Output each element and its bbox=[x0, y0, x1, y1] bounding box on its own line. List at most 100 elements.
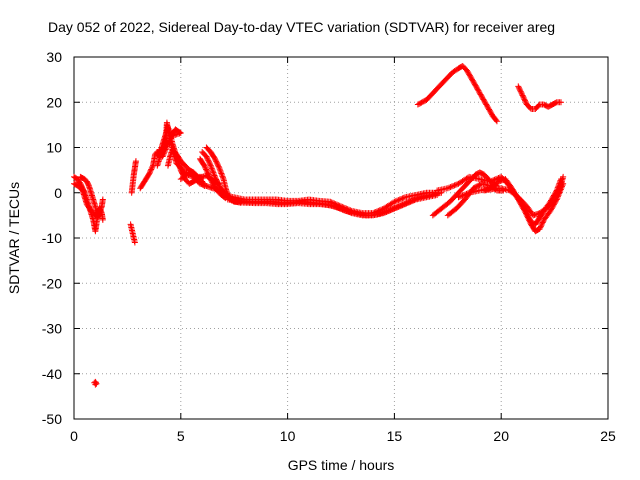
series-high-right bbox=[515, 83, 565, 113]
data-point bbox=[382, 209, 389, 216]
data-point bbox=[400, 201, 407, 208]
x-tick-labels: 0 5 10 15 20 25 bbox=[70, 428, 616, 444]
data-points bbox=[71, 63, 567, 388]
data-point bbox=[206, 160, 213, 167]
y-tick-label: 10 bbox=[46, 140, 62, 156]
data-point bbox=[538, 222, 545, 229]
data-point bbox=[209, 168, 216, 175]
data-point bbox=[448, 183, 455, 190]
data-point bbox=[492, 176, 499, 183]
data-point bbox=[210, 171, 217, 178]
data-point bbox=[481, 97, 488, 104]
data-point bbox=[396, 196, 403, 203]
data-point bbox=[92, 381, 99, 388]
data-point bbox=[346, 208, 353, 215]
data-point bbox=[548, 206, 555, 213]
data-point bbox=[450, 182, 457, 189]
data-point bbox=[446, 184, 453, 191]
data-point bbox=[392, 205, 399, 212]
data-point bbox=[206, 172, 213, 179]
data-point bbox=[522, 97, 529, 104]
data-point bbox=[526, 217, 533, 224]
data-point bbox=[491, 176, 498, 183]
data-point bbox=[201, 162, 208, 169]
data-point bbox=[131, 239, 138, 246]
data-point bbox=[148, 166, 155, 173]
data-point bbox=[522, 210, 529, 217]
data-point bbox=[455, 194, 462, 201]
data-point bbox=[208, 176, 215, 183]
data-point bbox=[537, 223, 544, 230]
data-point bbox=[526, 218, 533, 225]
data-point bbox=[458, 193, 465, 200]
data-point bbox=[488, 110, 495, 117]
data-point bbox=[216, 164, 223, 171]
data-point bbox=[211, 155, 218, 162]
data-point bbox=[469, 77, 476, 84]
data-point bbox=[213, 158, 220, 165]
data-point bbox=[395, 203, 402, 210]
data-point bbox=[210, 169, 217, 176]
y-tick-label: -30 bbox=[42, 321, 62, 337]
data-point bbox=[481, 98, 488, 105]
data-point bbox=[162, 147, 169, 154]
data-point bbox=[391, 198, 398, 205]
data-point bbox=[208, 165, 215, 172]
series-hump-scatter bbox=[156, 126, 184, 160]
data-point bbox=[480, 96, 487, 103]
chart-title: Day 052 of 2022, Sidereal Day-to-day VTE… bbox=[48, 19, 555, 35]
data-point bbox=[466, 72, 473, 79]
data-point bbox=[403, 200, 410, 207]
data-point bbox=[520, 206, 527, 213]
y-tick-label: 0 bbox=[54, 185, 62, 201]
data-point bbox=[211, 173, 218, 180]
data-point bbox=[214, 160, 221, 167]
data-point bbox=[451, 182, 458, 189]
data-point bbox=[219, 174, 226, 181]
data-point bbox=[475, 87, 482, 94]
data-point bbox=[560, 173, 567, 180]
data-point bbox=[471, 80, 478, 87]
data-point bbox=[522, 209, 529, 216]
data-point bbox=[204, 156, 211, 163]
data-point bbox=[347, 209, 354, 216]
data-point bbox=[399, 202, 406, 209]
y-tick-labels: -50 -40 -30 -20 -10 0 10 20 30 bbox=[42, 49, 62, 427]
data-point bbox=[521, 207, 528, 214]
data-point bbox=[477, 91, 484, 98]
data-point bbox=[558, 99, 565, 106]
data-point bbox=[522, 98, 529, 105]
data-point bbox=[519, 204, 526, 211]
data-point bbox=[536, 225, 543, 232]
data-point bbox=[338, 205, 344, 212]
data-point bbox=[549, 204, 556, 211]
data-point bbox=[406, 199, 413, 206]
grid bbox=[74, 57, 608, 419]
data-point bbox=[213, 177, 220, 184]
data-point bbox=[476, 90, 483, 97]
data-point bbox=[380, 210, 387, 217]
data-point bbox=[166, 136, 173, 143]
y-axis-label: SDTVAR / TECUs bbox=[6, 182, 22, 294]
data-point bbox=[162, 146, 169, 153]
data-point bbox=[460, 192, 467, 199]
data-point bbox=[400, 194, 407, 201]
y-tick-label: 30 bbox=[46, 49, 62, 65]
data-point bbox=[479, 95, 486, 102]
data-point bbox=[217, 169, 224, 176]
data-point bbox=[164, 142, 171, 149]
data-point bbox=[554, 191, 561, 198]
y-tick-label: -10 bbox=[42, 230, 62, 246]
data-point bbox=[411, 197, 418, 204]
data-point bbox=[214, 179, 221, 186]
data-point bbox=[146, 169, 153, 176]
data-point bbox=[384, 208, 391, 215]
data-point bbox=[408, 198, 415, 205]
series-seg-2.7-down bbox=[127, 221, 138, 246]
data-point bbox=[473, 83, 480, 90]
data-point bbox=[383, 208, 390, 215]
data-point bbox=[213, 176, 220, 183]
series-late-a bbox=[429, 169, 500, 219]
data-point bbox=[344, 208, 351, 215]
data-point bbox=[156, 146, 163, 153]
